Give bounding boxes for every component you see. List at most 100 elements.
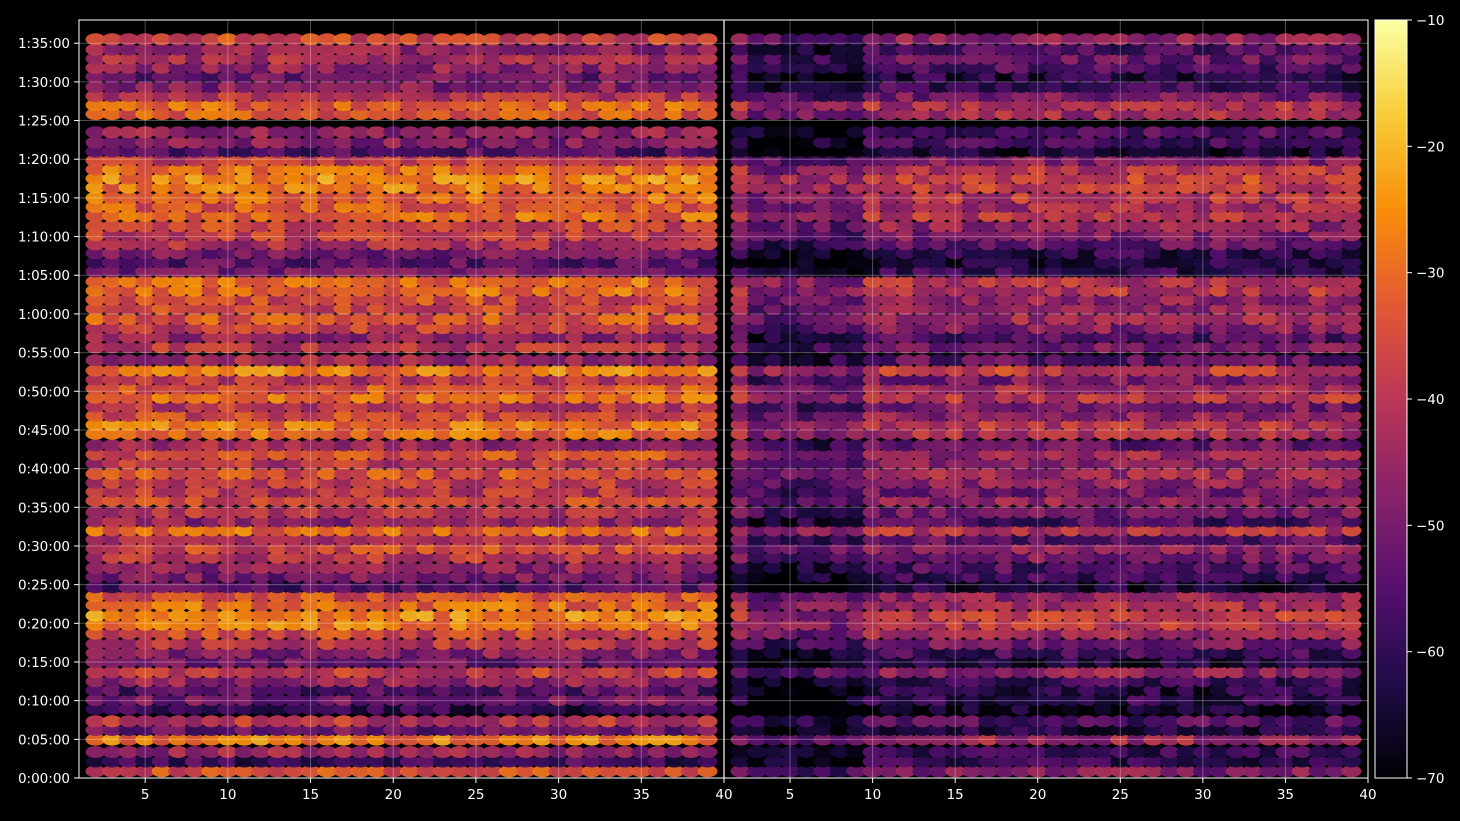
heatmap-cell	[945, 542, 966, 555]
heatmap-cell	[945, 265, 966, 278]
heatmap-cell	[664, 581, 685, 594]
heatmap-cell	[118, 457, 139, 470]
heatmap-cell	[747, 533, 767, 546]
heatmap-cell	[879, 238, 900, 251]
heatmap-cell	[1225, 275, 1246, 288]
heatmap-cell	[1077, 400, 1098, 413]
heatmap-cell	[1093, 746, 1114, 758]
heatmap-cell	[1143, 400, 1164, 413]
heatmap-cell	[1341, 238, 1362, 251]
heatmap-cell	[780, 341, 801, 354]
heatmap-cell	[1126, 765, 1147, 778]
heatmap-cell	[1291, 581, 1312, 594]
heatmap-cell	[647, 191, 668, 204]
heatmap-cell	[730, 400, 751, 413]
heatmap-cell	[647, 733, 668, 746]
heatmap-cell	[1077, 247, 1098, 260]
heatmap-cell	[631, 494, 652, 507]
heatmap-cell	[1225, 675, 1246, 688]
heatmap-cell	[647, 284, 668, 297]
heatmap-cell	[813, 181, 834, 194]
heatmap-cell	[1044, 373, 1065, 386]
heatmap-cell	[350, 524, 371, 537]
heatmap-cell	[1143, 209, 1164, 222]
heatmap-cell	[1143, 524, 1164, 537]
heatmap-cell	[499, 755, 519, 768]
heatmap-cell	[416, 515, 437, 528]
heatmap-cell	[1192, 238, 1213, 251]
heatmap-cell	[465, 247, 486, 260]
heatmap-cell	[598, 647, 619, 659]
heatmap-cell	[565, 209, 586, 222]
heatmap-cell	[399, 409, 420, 422]
heatmap-cell	[284, 439, 304, 452]
heatmap-cell	[1308, 284, 1329, 297]
heatmap-cell	[1027, 284, 1048, 297]
heatmap-cell	[895, 609, 916, 622]
heatmap-cell	[1325, 765, 1345, 778]
heatmap-cell	[565, 524, 586, 537]
heatmap-cell	[217, 200, 238, 213]
heatmap-cell	[796, 570, 817, 583]
heatmap-cell	[1225, 322, 1246, 335]
heatmap-cell	[383, 331, 404, 344]
heatmap-cell	[135, 400, 156, 413]
heatmap-cell	[449, 313, 470, 326]
heatmap-cell	[763, 400, 784, 413]
heatmap-cell	[912, 561, 933, 574]
heatmap-cell	[994, 439, 1015, 452]
heatmap-cell	[317, 675, 338, 688]
heatmap-cell	[1192, 524, 1213, 537]
heatmap-cell	[846, 373, 867, 386]
heatmap-cell	[730, 391, 751, 404]
heatmap-cell	[1341, 675, 1362, 688]
heatmap-cell	[300, 200, 321, 213]
heatmap-cell	[449, 238, 470, 251]
heatmap-cell	[780, 684, 801, 697]
heatmap-cell	[978, 609, 999, 622]
heatmap-cell	[548, 524, 569, 537]
heatmap-cell	[1275, 675, 1296, 688]
heatmap-cell	[994, 599, 1015, 612]
heatmap-cell	[1044, 400, 1065, 413]
heatmap-cell	[118, 364, 139, 377]
heatmap-cell	[1242, 647, 1263, 659]
heatmap-cell	[614, 656, 635, 668]
heatmap-cell	[184, 209, 205, 222]
heatmap-cell	[1060, 755, 1081, 768]
heatmap-cell	[284, 418, 304, 431]
heatmap-cell	[1011, 256, 1032, 269]
heatmap-cell	[151, 448, 172, 461]
heatmap-cell	[1093, 590, 1114, 603]
heatmap-cell	[399, 533, 420, 546]
heatmap-cell	[928, 341, 949, 354]
heatmap-cell	[333, 229, 354, 242]
heatmap-cell	[151, 684, 172, 697]
heatmap-cell	[631, 733, 652, 746]
heatmap-cell	[1176, 551, 1197, 564]
heatmap-cell	[1325, 400, 1345, 413]
heatmap-cell	[697, 247, 718, 260]
heatmap-cell	[432, 684, 453, 697]
heatmap-cell	[680, 275, 701, 288]
heatmap-cell	[631, 506, 652, 519]
heatmap-cell	[763, 733, 784, 746]
heatmap-cell	[217, 684, 238, 697]
heatmap-cell	[862, 400, 883, 413]
heatmap-cell	[846, 172, 867, 185]
heatmap-cell	[350, 581, 371, 594]
heatmap-cell	[366, 703, 387, 715]
heatmap-cell	[846, 220, 867, 233]
heatmap-cell	[945, 694, 966, 706]
heatmap-cell	[614, 627, 635, 640]
heatmap-cell	[1060, 647, 1081, 659]
heatmap-cell	[961, 476, 982, 489]
heatmap-cell	[135, 364, 156, 377]
heatmap-cell	[250, 331, 271, 344]
heatmap-cell	[482, 524, 503, 537]
heatmap-cell	[1176, 637, 1197, 650]
heatmap-cell	[1060, 238, 1081, 251]
heatmap-cell	[234, 666, 255, 679]
heatmap-cell	[333, 172, 354, 185]
heatmap-cell	[317, 637, 338, 650]
